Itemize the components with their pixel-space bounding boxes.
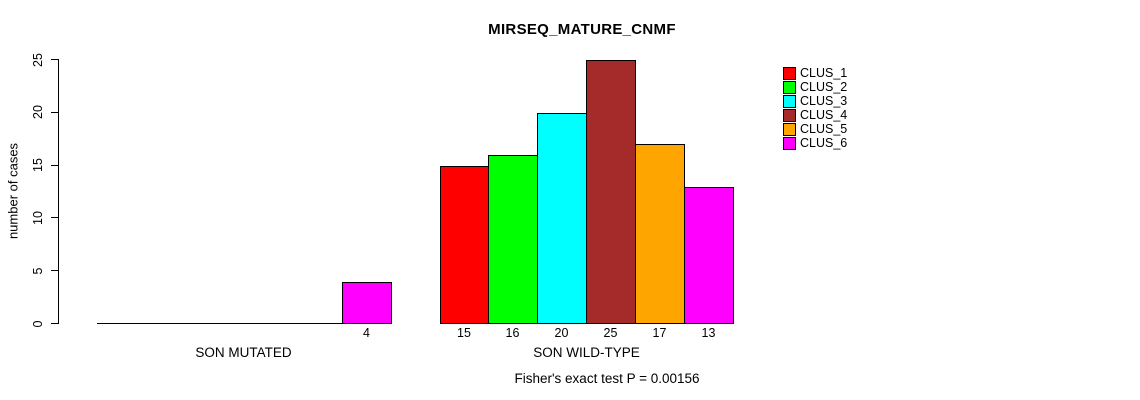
group-baseline (97, 323, 390, 324)
y-tick-label: 25 (31, 52, 45, 67)
legend-item-label: CLUS_6 (800, 135, 848, 150)
bar-value-label: 4 (363, 326, 370, 340)
y-tick-label: 15 (31, 158, 45, 173)
y-axis-label: number of cases (5, 142, 21, 240)
legend-item-label: CLUS_2 (800, 79, 848, 94)
bar-clus_2 (488, 155, 538, 324)
legend-color-swatch (783, 136, 796, 150)
bar-clus_5 (635, 144, 685, 324)
legend-item-label: CLUS_5 (800, 121, 848, 136)
bar-value-label: 17 (652, 326, 667, 340)
legend-color-swatch (783, 66, 796, 80)
bar-clus_4 (586, 60, 636, 324)
legend-item-label: CLUS_4 (800, 107, 848, 122)
y-tick (51, 270, 58, 272)
legend-item-label: CLUS_1 (800, 65, 848, 80)
bar-value-label: 13 (701, 326, 716, 340)
legend-item: CLUS_2 (783, 80, 847, 94)
bar-value-label: 16 (505, 326, 520, 340)
legend-color-swatch (783, 108, 796, 122)
y-tick (51, 217, 58, 219)
legend: CLUS_1 CLUS_2 CLUS_3 CLUS_4 CLUS_5 CLUS_6 (783, 66, 847, 150)
legend-item: CLUS_3 (783, 94, 847, 108)
group-label: SON WILD-TYPE (533, 345, 640, 360)
legend-item: CLUS_5 (783, 122, 847, 136)
y-tick-label: 20 (31, 105, 45, 120)
legend-item: CLUS_1 (783, 66, 847, 80)
y-tick (51, 164, 58, 166)
y-tick (51, 59, 58, 60)
group-label: SON MUTATED (195, 345, 292, 360)
y-axis-line (57, 59, 59, 324)
y-tick (51, 111, 58, 113)
bar-clus_3 (537, 113, 587, 324)
legend-item: CLUS_6 (783, 136, 847, 150)
y-tick (51, 323, 58, 324)
legend-color-swatch (783, 122, 796, 136)
bar-clus_6 (684, 187, 734, 324)
fisher-test-note: Fisher's exact test P = 0.00156 (514, 371, 700, 386)
chart-title: MIRSEQ_MATURE_CNMF (488, 21, 676, 38)
bar-value-label: 20 (554, 326, 569, 340)
y-tick-label: 5 (31, 267, 45, 275)
bar-value-label: 25 (603, 326, 618, 340)
y-tick-label: 0 (31, 320, 45, 327)
legend-item-label: CLUS_3 (800, 93, 848, 108)
bar-clus_1 (440, 166, 489, 324)
legend-color-swatch (783, 94, 796, 108)
legend-color-swatch (783, 80, 796, 94)
bar-clus_6 (342, 282, 392, 324)
legend-item: CLUS_4 (783, 108, 847, 122)
bar-value-label: 15 (457, 326, 471, 340)
y-tick-label: 10 (31, 210, 45, 225)
